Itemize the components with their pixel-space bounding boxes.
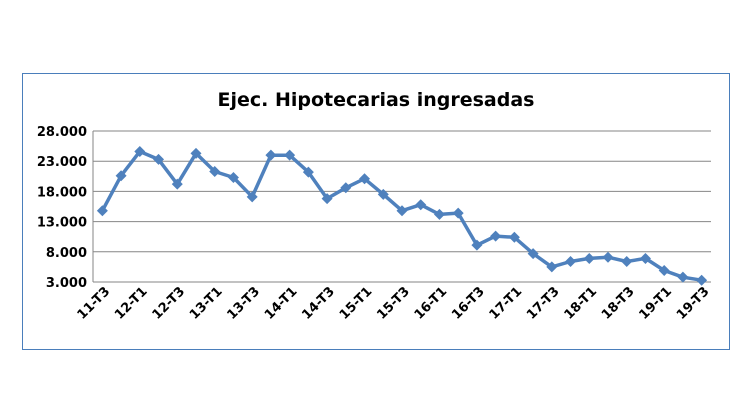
data-point-marker <box>415 199 427 211</box>
x-tick-label: 14-T3 <box>299 284 338 323</box>
x-tick-label: 19-T1 <box>636 284 675 323</box>
data-point-marker <box>658 265 670 277</box>
data-point-marker <box>527 248 539 260</box>
data-point-marker <box>471 239 483 251</box>
data-point-marker <box>246 191 258 203</box>
x-tick-labels: 11-T312-T112-T313-T113-T314-T114-T315-T1… <box>75 284 713 323</box>
data-point-marker <box>433 208 445 220</box>
y-tick-label: 23.000 <box>37 155 87 170</box>
data-point-marker <box>227 172 239 184</box>
data-point-marker <box>209 165 221 177</box>
y-tick-label: 8.000 <box>46 246 87 261</box>
chart-title: Ejec. Hipotecarias ingresadas <box>218 89 535 111</box>
data-point-marker <box>583 252 595 264</box>
data-point-marker <box>452 207 464 219</box>
x-tick-label: 16-T3 <box>449 284 488 323</box>
data-point-marker <box>265 149 277 161</box>
x-tick-label: 17-T1 <box>487 284 526 323</box>
data-point-marker <box>302 166 314 178</box>
x-tick-label: 12-T1 <box>112 284 151 323</box>
data-point-marker <box>284 149 296 161</box>
data-point-marker <box>115 170 127 182</box>
x-tick-label: 18-T3 <box>599 284 638 323</box>
y-tick-label: 13.000 <box>37 216 87 231</box>
data-point-marker <box>639 252 651 264</box>
y-tick-label: 18.000 <box>37 185 87 200</box>
x-tick-label: 17-T3 <box>524 284 563 323</box>
data-point-marker <box>96 205 108 217</box>
x-tick-label: 19-T3 <box>674 284 713 323</box>
line-chart: Ejec. Hipotecarias ingresadas 3.000 8.000… <box>37 89 713 323</box>
data-point-marker <box>190 147 202 159</box>
x-tick-label: 12-T3 <box>150 284 189 323</box>
data-point-marker <box>321 193 333 205</box>
x-tick-label: 15-T1 <box>337 284 376 323</box>
markers <box>96 146 708 286</box>
chart-container: Ejec. Hipotecarias ingresadas 3.000 8.000… <box>22 73 730 350</box>
x-tick-label: 18-T1 <box>562 284 601 323</box>
data-point-marker <box>359 173 371 185</box>
x-tick-label: 14-T1 <box>262 284 301 323</box>
y-tick-label: 28.000 <box>37 125 87 140</box>
x-tick-label: 13-T1 <box>187 284 226 323</box>
data-point-marker <box>508 231 520 243</box>
data-point-marker <box>602 251 614 263</box>
data-point-marker <box>546 261 558 273</box>
data-point-marker <box>340 182 352 194</box>
data-point-marker <box>171 178 183 190</box>
data-point-marker <box>621 255 633 267</box>
x-tick-label: 13-T3 <box>224 284 263 323</box>
x-tick-label: 16-T1 <box>412 284 451 323</box>
data-point-marker <box>153 153 165 165</box>
data-point-marker <box>696 274 708 286</box>
x-tick-label: 15-T3 <box>374 284 413 323</box>
data-point-marker <box>396 205 408 217</box>
axes <box>92 131 711 283</box>
data-point-marker <box>134 146 146 158</box>
data-point-marker <box>565 255 577 267</box>
y-tick-labels: 3.000 8.000 13.000 18.000 23.000 28.000 <box>37 125 87 291</box>
y-tick-label: 3.000 <box>46 276 87 291</box>
data-point-marker <box>677 271 689 283</box>
data-point-marker <box>377 188 389 200</box>
data-point-marker <box>490 230 502 242</box>
